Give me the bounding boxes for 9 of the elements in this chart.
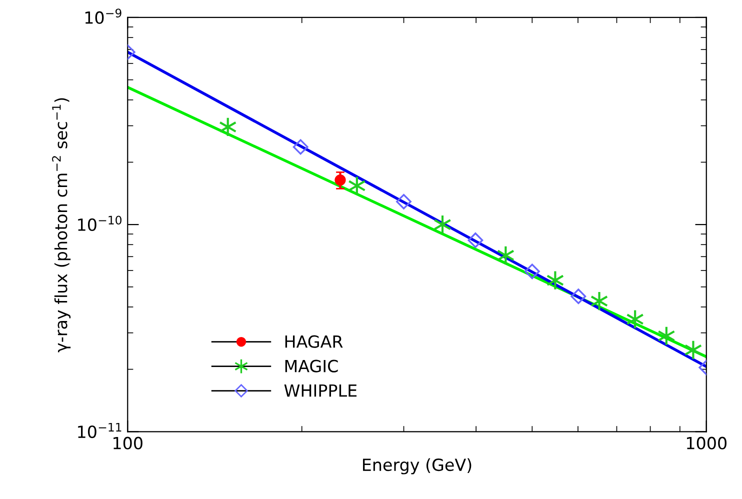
y-tick-label: 10$^{−11}$ — [78, 422, 122, 438]
x-tick-label: 1000 — [687, 436, 726, 450]
y-axis-title: γ-ray flux (photon cm$^{−2}$ sec$^{−1}$) — [52, 98, 71, 352]
x-tick-label: 100 — [114, 436, 142, 450]
legend-label: HAGAR — [285, 335, 343, 348]
x-axis-title: Energy (GeV) — [363, 458, 472, 474]
y-tick-label: 10$^{−10}$ — [78, 216, 122, 231]
y-tick-label: 10$^{−9}$ — [85, 8, 122, 24]
legend-label: WHIPPLE — [284, 384, 357, 397]
